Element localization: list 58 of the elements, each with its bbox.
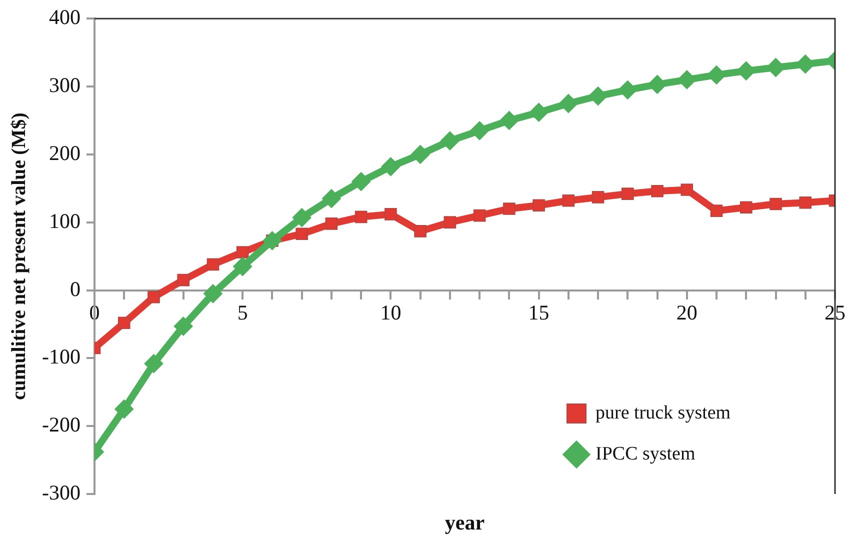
point bbox=[622, 188, 634, 200]
point bbox=[562, 194, 575, 207]
point bbox=[177, 274, 190, 286]
y-tick-label: 200 bbox=[48, 140, 80, 165]
point bbox=[174, 316, 193, 336]
point bbox=[410, 144, 430, 164]
point bbox=[384, 208, 397, 220]
x-tick-label: 15 bbox=[528, 300, 550, 324]
y-axis-title: cumulitive net present value (M$) bbox=[8, 112, 30, 400]
point bbox=[618, 80, 638, 100]
point bbox=[592, 191, 604, 204]
point bbox=[740, 201, 752, 214]
point bbox=[470, 121, 490, 140]
point bbox=[473, 209, 486, 222]
point bbox=[529, 102, 548, 122]
point bbox=[352, 172, 371, 192]
y-tick-label: 400 bbox=[48, 5, 80, 30]
point bbox=[114, 400, 134, 419]
point bbox=[440, 131, 460, 150]
point bbox=[651, 184, 664, 198]
point bbox=[500, 110, 519, 130]
y-tick-label: 100 bbox=[48, 208, 80, 233]
y-tick-label: -200 bbox=[42, 412, 80, 437]
point bbox=[414, 225, 426, 238]
legend-label: pure truck system bbox=[596, 402, 731, 424]
point bbox=[558, 94, 578, 113]
point bbox=[236, 246, 249, 258]
x-tick-label: 20 bbox=[676, 300, 698, 324]
point bbox=[118, 316, 130, 330]
point bbox=[799, 196, 812, 209]
point bbox=[322, 189, 341, 208]
point bbox=[710, 204, 723, 217]
point bbox=[144, 354, 164, 374]
point bbox=[680, 184, 694, 196]
point bbox=[503, 202, 516, 215]
point bbox=[444, 216, 456, 228]
point bbox=[206, 258, 220, 271]
point bbox=[354, 210, 368, 224]
point bbox=[648, 74, 667, 94]
y-tick-label: -100 bbox=[42, 344, 80, 369]
legend-label: IPCC system bbox=[596, 443, 696, 464]
x-tick-label: 10 bbox=[380, 300, 402, 324]
y-tick-label: 300 bbox=[48, 73, 80, 98]
x-tick-label: 5 bbox=[237, 300, 248, 324]
point bbox=[325, 218, 338, 230]
y-tick-label: -300 bbox=[42, 480, 80, 505]
point bbox=[148, 290, 160, 304]
point bbox=[381, 157, 400, 176]
point bbox=[203, 284, 222, 304]
point bbox=[532, 199, 545, 212]
point bbox=[233, 256, 252, 276]
point bbox=[588, 86, 608, 106]
point bbox=[262, 231, 282, 250]
x-axis-title: year bbox=[444, 510, 485, 534]
point bbox=[292, 208, 312, 228]
point bbox=[296, 228, 308, 240]
y-tick-label: 0 bbox=[70, 276, 80, 301]
point bbox=[770, 198, 782, 210]
